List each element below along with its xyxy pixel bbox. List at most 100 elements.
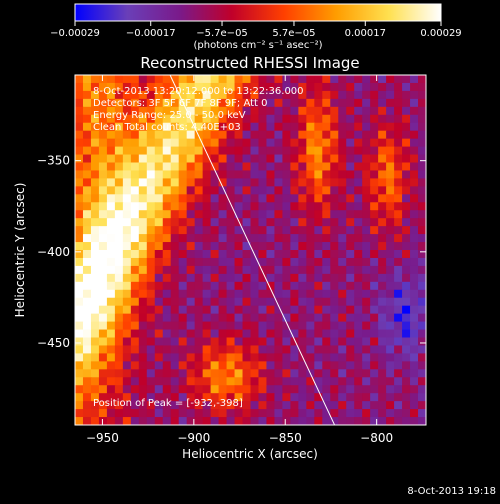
heatmap-cell xyxy=(130,210,140,219)
heatmap-cell xyxy=(386,297,395,307)
heatmap-cell xyxy=(266,257,276,267)
heatmap-cell xyxy=(274,257,284,267)
heatmap-cell xyxy=(322,345,331,355)
heatmap-cell xyxy=(250,138,260,148)
heatmap-cell xyxy=(194,329,204,339)
heatmap-cell xyxy=(354,257,363,267)
heatmap-cell xyxy=(234,297,244,307)
heatmap-cell xyxy=(250,377,260,386)
heatmap-cell xyxy=(298,218,307,227)
heatmap-cell xyxy=(162,218,172,227)
heatmap-cell xyxy=(306,82,315,92)
heatmap-cell xyxy=(314,186,323,195)
heatmap-cell xyxy=(378,361,387,370)
heatmap-cell xyxy=(306,257,315,267)
heatmap-cell xyxy=(402,114,411,124)
heatmap-cell xyxy=(138,297,148,307)
heatmap-cell xyxy=(370,138,379,148)
heatmap-cell xyxy=(322,337,331,347)
heatmap-cell xyxy=(146,234,156,243)
heatmap-cell xyxy=(282,98,291,108)
heatmap-cell xyxy=(226,305,236,315)
heatmap-cell xyxy=(402,218,411,227)
heatmap-cell xyxy=(186,337,196,347)
heatmap-cell xyxy=(402,226,411,235)
heatmap-cell xyxy=(274,313,284,323)
heatmap-cell xyxy=(138,361,148,370)
heatmap-cell xyxy=(186,194,196,203)
heatmap-cell xyxy=(266,210,276,219)
heatmap-cell xyxy=(130,417,140,425)
heatmap-cell xyxy=(234,90,244,100)
heatmap-cell xyxy=(338,297,347,307)
heatmap-cell xyxy=(114,75,124,84)
heatmap-cell xyxy=(178,297,188,307)
heatmap-cell xyxy=(346,130,355,140)
heatmap-cell xyxy=(114,337,124,347)
heatmap-cell xyxy=(98,90,108,100)
heatmap-cell xyxy=(306,138,315,148)
heatmap-cell xyxy=(226,377,236,386)
heatmap-cell xyxy=(258,337,268,347)
heatmap-cell xyxy=(370,281,379,291)
heatmap-cell xyxy=(386,281,395,291)
heatmap-cell xyxy=(418,75,426,84)
heatmap-cell xyxy=(306,146,315,156)
heatmap-cell xyxy=(354,329,363,339)
heatmap-cell xyxy=(226,162,236,172)
heatmap-cell xyxy=(138,218,148,227)
heatmap-cell xyxy=(162,210,172,219)
heatmap-cell xyxy=(186,329,196,339)
heatmap-cell xyxy=(242,98,252,108)
heatmap-cell xyxy=(122,393,132,402)
heatmap-cell xyxy=(354,154,363,164)
heatmap-cell xyxy=(338,281,347,291)
heatmap-cell xyxy=(90,321,100,331)
heatmap-cell xyxy=(298,90,307,100)
heatmap-cell xyxy=(282,305,291,315)
heatmap-cell xyxy=(194,345,204,355)
heatmap-cell xyxy=(226,385,236,394)
heatmap-cell xyxy=(330,154,339,164)
heatmap-cell xyxy=(82,353,92,362)
heatmap-cell xyxy=(330,337,339,347)
heatmap-cell xyxy=(410,337,419,347)
heatmap-cell xyxy=(154,313,164,323)
heatmap-cell xyxy=(82,234,92,243)
heatmap-cell xyxy=(298,210,307,219)
heatmap-cell xyxy=(170,265,180,275)
heatmap-cell xyxy=(218,297,228,307)
heatmap-cell xyxy=(154,337,164,347)
heatmap-cell xyxy=(75,345,84,355)
heatmap-cell xyxy=(122,305,132,315)
heatmap-cell xyxy=(386,106,395,116)
heatmap-cell xyxy=(202,75,212,84)
heatmap-cell xyxy=(306,234,315,243)
heatmap-cell xyxy=(106,281,116,291)
heatmap-cell xyxy=(298,130,307,140)
heatmap-cell xyxy=(282,361,291,370)
heatmap-cell xyxy=(146,305,156,315)
heatmap-cell xyxy=(122,250,132,259)
heatmap-cell xyxy=(386,337,395,347)
heatmap-cell xyxy=(154,226,164,235)
heatmap-cell xyxy=(410,234,419,243)
heatmap-cell xyxy=(138,146,148,156)
heatmap-cell xyxy=(170,273,180,283)
heatmap-cell xyxy=(146,369,156,378)
heatmap-cell xyxy=(106,257,116,267)
heatmap-cell xyxy=(330,170,339,180)
heatmap-cell xyxy=(114,138,124,148)
heatmap-cell xyxy=(266,202,276,211)
heatmap-cell xyxy=(322,257,331,267)
heatmap-cell xyxy=(354,409,363,418)
heatmap-cell xyxy=(322,409,331,418)
heatmap-cell xyxy=(322,122,331,132)
heatmap-cell xyxy=(178,281,188,291)
heatmap-cell xyxy=(210,218,220,227)
heatmap-cell xyxy=(330,257,339,267)
heatmap-cell xyxy=(154,250,164,259)
heatmap-cell xyxy=(178,369,188,378)
heatmap-cell xyxy=(290,186,299,195)
heatmap-cell xyxy=(186,75,196,84)
